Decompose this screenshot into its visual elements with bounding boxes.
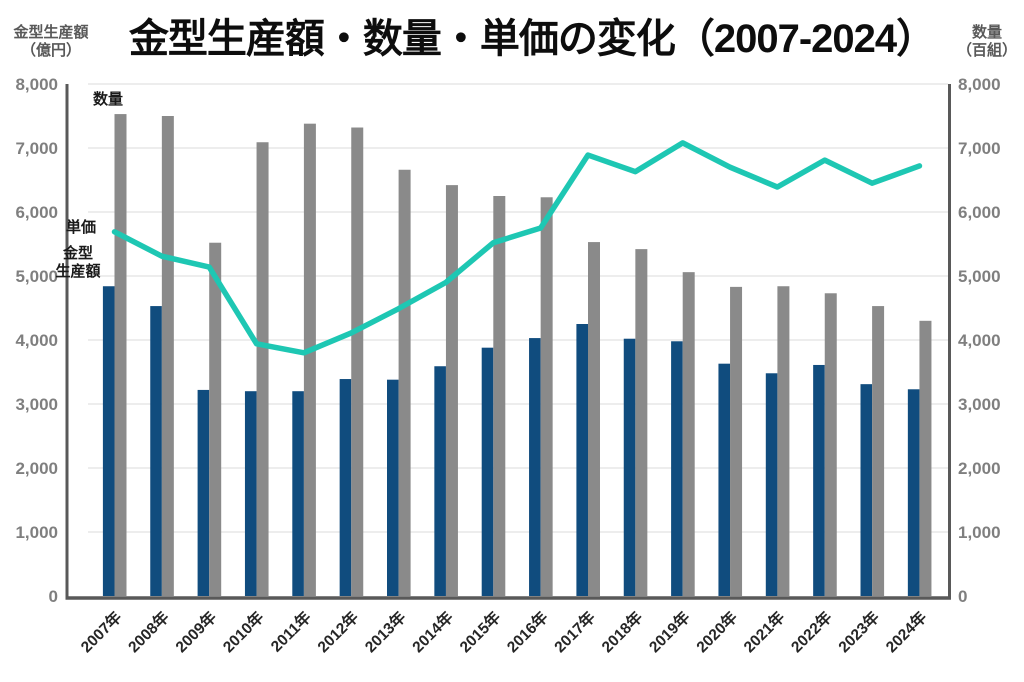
production-value-label-line2: 生産額 <box>55 262 101 280</box>
left-axis-title: 金型生産額 <box>13 24 89 41</box>
right-axis-tick-label: 6,000 <box>958 203 1001 222</box>
x-category-label: 2008年 <box>124 607 173 656</box>
left-axis-tick-label: 5,000 <box>15 267 58 286</box>
production-bar <box>292 391 304 596</box>
left-axis-tick-label: 7,000 <box>15 139 58 158</box>
x-category-label: 2011年 <box>267 607 316 656</box>
right-axis-unit-label: 数量 （百組） <box>954 24 1020 60</box>
chart-title: 金型生産額・数量・単価の変化（2007-2024） <box>128 17 936 61</box>
quantity-bar <box>540 197 553 596</box>
quantity-bar <box>730 286 743 596</box>
unit-price-series-label: 単価 <box>66 219 97 236</box>
production-bar <box>481 347 494 596</box>
right-axis-tick-label: 7,000 <box>958 139 1001 158</box>
x-category-label: 2016年 <box>503 607 552 656</box>
quantity-bar <box>588 242 600 596</box>
production-bar <box>339 379 352 596</box>
left-axis-tick-label: 0 <box>49 587 58 606</box>
right-axis-tick-label: 8,000 <box>958 75 1001 94</box>
production-bar <box>387 379 399 596</box>
quantity-bar <box>493 196 506 596</box>
unit-price-line <box>111 140 923 356</box>
production-bar <box>623 338 636 596</box>
right-axis-tick-label: 2,000 <box>958 459 1001 478</box>
left-axis-tick-label: 6,000 <box>15 203 58 222</box>
quantity-bar <box>682 272 695 596</box>
production-bar <box>671 341 683 596</box>
left-axis-unit-label: 金型生産額 （億円） <box>4 24 98 60</box>
production-bar <box>860 384 873 596</box>
quantity-bar <box>398 169 411 596</box>
x-category-label: 2012年 <box>313 607 362 656</box>
production-bar <box>529 338 541 596</box>
production-bar <box>244 391 257 596</box>
left-axis-tick-label: 3,000 <box>15 395 58 414</box>
production-bar <box>765 373 778 596</box>
quantity-bar <box>777 286 790 596</box>
quantity-bar <box>919 320 932 596</box>
left-axis-tick-label: 8,000 <box>15 75 58 94</box>
right-axis-tick-label: 5,000 <box>958 267 1001 286</box>
x-category-label: 2020年 <box>692 607 741 656</box>
x-category-label: 2007年 <box>77 607 126 656</box>
x-category-label: 2014年 <box>408 607 457 656</box>
x-category-label: 2009年 <box>171 607 220 656</box>
production-bar <box>197 389 210 596</box>
quantity-bar <box>824 293 837 596</box>
left-axis-tick-label: 4,000 <box>15 331 58 350</box>
x-category-label: 2017年 <box>550 607 599 656</box>
x-category-label: 2021年 <box>739 607 788 656</box>
right-axis-title: 数量 <box>971 24 1002 41</box>
production-bar <box>813 364 825 596</box>
production-bar <box>434 366 446 596</box>
right-axis-tick-label: 4,000 <box>958 331 1001 350</box>
production-bar <box>907 389 920 596</box>
quantity-series-label: 数量 <box>93 91 124 108</box>
quantity-bar <box>635 249 648 596</box>
quantity-bar <box>256 142 269 597</box>
production-bar <box>102 286 115 596</box>
x-category-label: 2013年 <box>361 607 410 656</box>
quantity-bar <box>303 123 316 597</box>
quantity-bar <box>161 116 174 596</box>
production-bar <box>718 363 731 596</box>
left-axis-tick-label: 2,000 <box>15 459 58 478</box>
x-category-label: 2018年 <box>597 607 646 656</box>
x-category-label: 2022年 <box>787 607 836 656</box>
right-axis-unit: （百組） <box>956 42 1017 59</box>
right-axis-tick-label: 3,000 <box>958 395 1001 414</box>
quantity-bar <box>209 242 222 596</box>
x-category-label: 2015年 <box>455 607 504 656</box>
left-axis-tick-label: 1,000 <box>15 523 58 542</box>
right-axis-tick-label: 0 <box>958 587 967 606</box>
x-category-label: 2023年 <box>834 607 883 656</box>
x-category-label: 2024年 <box>881 607 930 656</box>
quantity-bar <box>114 114 127 596</box>
x-category-label: 2019年 <box>645 607 694 656</box>
right-axis-tick-label: 1,000 <box>958 523 1001 542</box>
production-bar <box>576 324 588 596</box>
quantity-bar <box>351 127 364 597</box>
production-value-label-line1: 金型 <box>62 245 93 262</box>
production-bar <box>150 306 162 596</box>
production-value-series-label: 金型 生産額 <box>55 245 101 280</box>
x-category-label: 2010年 <box>219 607 268 656</box>
quantity-bar <box>445 185 458 596</box>
quantity-bar <box>872 306 885 596</box>
left-axis-unit: （億円） <box>20 42 81 59</box>
